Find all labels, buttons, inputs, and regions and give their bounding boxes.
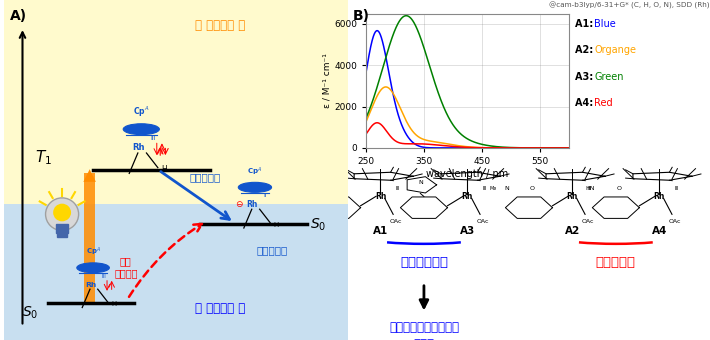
Text: H: H (273, 222, 278, 228)
Text: 理想的な電荷分離錯体
になる: 理想的な電荷分離錯体 になる (389, 321, 459, 340)
Text: 還元
できない: 還元 できない (114, 256, 138, 278)
Text: III: III (151, 136, 156, 141)
Text: A4: A4 (652, 226, 667, 236)
Text: 中性化合物: 中性化合物 (596, 256, 636, 269)
Y-axis label: ε / M⁻¹ cm⁻¹: ε / M⁻¹ cm⁻¹ (322, 53, 332, 108)
Text: O: O (530, 186, 535, 191)
Text: A): A) (11, 8, 28, 22)
Ellipse shape (124, 124, 159, 135)
Bar (58, 232, 67, 237)
Text: III: III (674, 186, 679, 191)
Text: 〈 基底状態 〉: 〈 基底状態 〉 (195, 302, 246, 314)
Text: Cp$^A$: Cp$^A$ (133, 104, 150, 119)
Text: アート錯体: アート錯体 (256, 245, 288, 255)
Text: Rh: Rh (567, 192, 578, 201)
Bar (56, 224, 68, 233)
Text: $S_0$: $S_0$ (23, 304, 39, 321)
Text: OAc: OAc (390, 219, 402, 224)
Text: Red: Red (594, 98, 613, 108)
Text: Green: Green (594, 72, 624, 82)
Text: A3:: A3: (575, 72, 596, 82)
Text: ⊖: ⊖ (235, 200, 242, 209)
Text: A3: A3 (460, 226, 475, 236)
Text: OAc: OAc (581, 219, 594, 224)
Text: 還元できる: 還元できる (190, 172, 221, 182)
Text: 〈 励起状態 〉: 〈 励起状態 〉 (195, 19, 246, 32)
Text: Cp$^A$: Cp$^A$ (247, 165, 263, 177)
Bar (4, 0, 348, 204)
Ellipse shape (239, 182, 271, 192)
Text: III: III (101, 273, 106, 278)
Text: N: N (505, 186, 510, 191)
Text: Blue: Blue (594, 19, 616, 29)
Text: Organge: Organge (594, 45, 636, 55)
Polygon shape (84, 173, 95, 303)
Text: H: H (161, 166, 167, 174)
Circle shape (45, 198, 79, 231)
Text: III: III (395, 186, 400, 191)
Text: III: III (483, 186, 487, 191)
Text: A2: A2 (564, 226, 580, 236)
Text: A1: A1 (373, 226, 388, 236)
Ellipse shape (77, 263, 109, 273)
Text: H: H (111, 302, 116, 307)
Text: Rh: Rh (375, 192, 386, 201)
Circle shape (53, 204, 71, 221)
Text: A4:: A4: (575, 98, 596, 108)
Text: III: III (588, 186, 592, 191)
Text: Cp$^A$: Cp$^A$ (86, 246, 101, 258)
Text: Rh: Rh (654, 192, 665, 201)
Text: N: N (418, 181, 422, 185)
Text: @cam-b3lyp/6-31+G* (C, H, O, N), SDD (Rh): @cam-b3lyp/6-31+G* (C, H, O, N), SDD (Rh… (549, 2, 709, 9)
Text: OAc: OAc (668, 219, 681, 224)
Text: OAc: OAc (476, 219, 489, 224)
Text: Rh: Rh (462, 192, 473, 201)
Text: Rh: Rh (85, 282, 97, 288)
Text: A1:: A1: (575, 19, 596, 29)
Text: Me: Me (489, 186, 496, 191)
Bar (4, 204, 348, 340)
X-axis label: wavelength / nm: wavelength / nm (427, 169, 508, 179)
Text: HN: HN (586, 186, 595, 191)
Text: $T_1$: $T_1$ (35, 148, 52, 167)
Text: B): B) (353, 8, 370, 22)
Text: Rh: Rh (132, 143, 145, 152)
Text: Rh: Rh (246, 200, 258, 209)
Text: $S_0$: $S_0$ (310, 216, 327, 233)
Text: A2:: A2: (575, 45, 596, 55)
Text: II: II (263, 193, 267, 198)
Text: O: O (617, 186, 622, 191)
Text: 塩基性化合物: 塩基性化合物 (400, 256, 448, 269)
